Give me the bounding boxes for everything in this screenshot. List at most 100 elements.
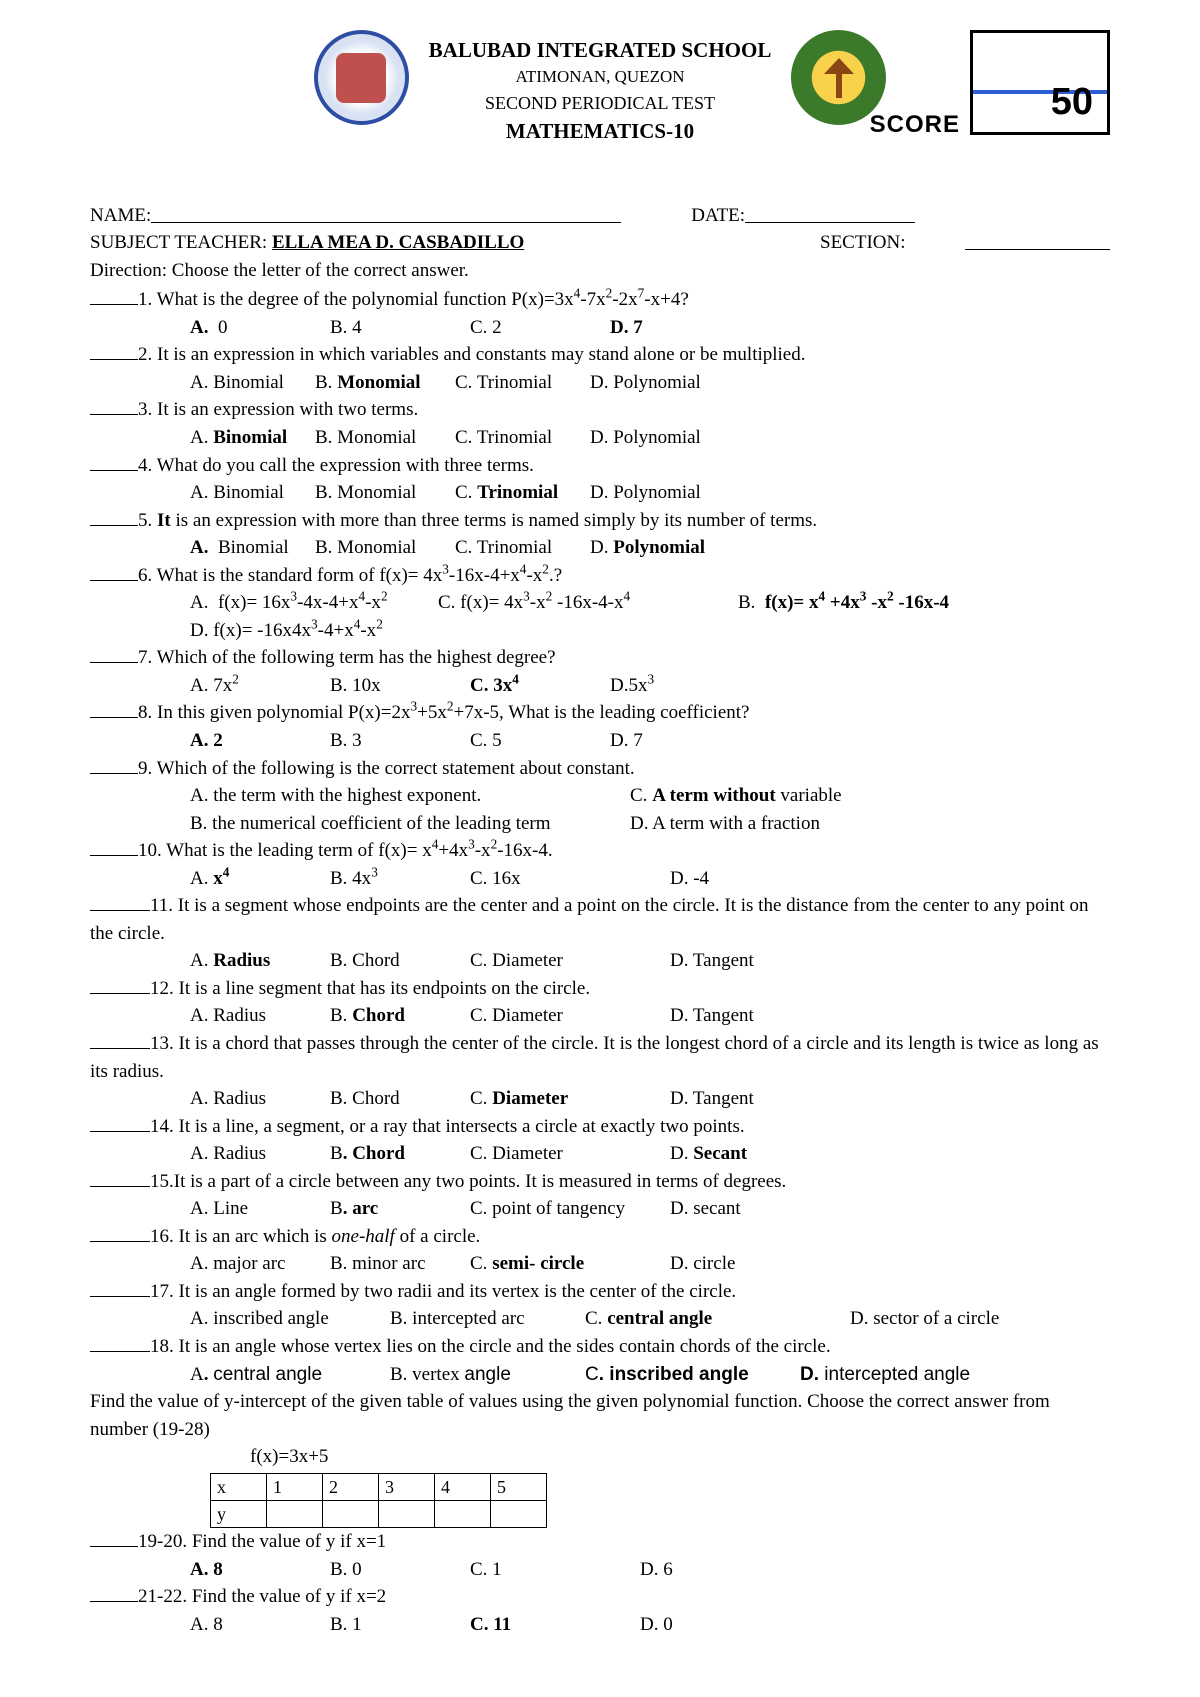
q17: 17. It is an angle formed by two radii a…: [90, 1278, 1110, 1306]
q11-a: A. Radius: [190, 947, 330, 975]
q15-options: A. Line B. arc C. point of tangency D. s…: [90, 1195, 1110, 1223]
q1-c: C. 2: [470, 314, 610, 342]
q3-options: A. Binomial B. Monomial C. Trinomial D. …: [90, 424, 1110, 452]
answer-blank[interactable]: [90, 1030, 150, 1049]
name-date-line: NAME: DATE:: [90, 202, 1110, 230]
document-header: BALUBAD INTEGRATED SCHOOL ATIMONAN, QUEZ…: [90, 30, 1110, 147]
q21-text: 21-22. Find the value of y if x=2: [138, 1583, 1110, 1611]
answer-blank[interactable]: [90, 975, 150, 994]
q3-a: A. Binomial: [190, 424, 315, 452]
q19-text: 19-20. Find the value of y if x=1: [138, 1528, 1110, 1556]
q17-b: B. intercepted arc: [390, 1305, 585, 1333]
answer-blank[interactable]: [90, 452, 138, 471]
q5-a: A. Binomial: [190, 534, 315, 562]
q16-text: 16. It is an arc which is one-half of a …: [150, 1223, 1110, 1251]
answer-blank[interactable]: [90, 837, 138, 856]
q15-d: D. secant: [670, 1195, 810, 1223]
q15-a: A. Line: [190, 1195, 330, 1223]
q3-b: B. Monomial: [315, 424, 455, 452]
q7-b: B. 10x: [330, 672, 470, 700]
answer-blank[interactable]: [90, 396, 138, 415]
answer-blank[interactable]: [90, 1583, 138, 1602]
q19-a: A. 8: [190, 1556, 330, 1584]
q8-b: B. 3: [330, 727, 470, 755]
q21-b: B. 1: [330, 1611, 470, 1639]
cell: 4: [435, 1473, 491, 1500]
cell: 1: [267, 1473, 323, 1500]
cell[interactable]: [379, 1500, 435, 1527]
q4-text: 4. What do you call the expression with …: [138, 452, 1110, 480]
q9-c: C. A term without variable: [630, 782, 1070, 810]
answer-blank[interactable]: [90, 286, 138, 305]
q12-c: C. Diameter: [470, 1002, 670, 1030]
q5-options: A. Binomial B. Monomial C. Trinomial D. …: [90, 534, 1110, 562]
table-function: f(x)=3x+5: [250, 1443, 1110, 1471]
q3-text: 3. It is an expression with two terms.: [138, 396, 1110, 424]
q21-22: 21-22. Find the value of y if x=2: [90, 1583, 1110, 1611]
score-box: 50: [970, 30, 1110, 135]
q12-b: B. Chord: [330, 1002, 470, 1030]
name-blank[interactable]: [151, 202, 621, 223]
cell[interactable]: [267, 1500, 323, 1527]
answer-blank[interactable]: [90, 341, 138, 360]
q17-a: A. inscribed angle: [190, 1305, 390, 1333]
questions-block: 1. What is the degree of the polynomial …: [90, 286, 1110, 1638]
answer-blank[interactable]: [90, 1168, 150, 1187]
q3-d: D. Polynomial: [590, 424, 730, 452]
q12-d: D. Tangent: [670, 1002, 810, 1030]
q1-d: D. 7: [610, 314, 750, 342]
q2-options: A. Binomial B. Monomial C. Trinomial D. …: [90, 369, 1110, 397]
q8-d: D. 7: [610, 727, 750, 755]
q16-a: A. major arc: [190, 1250, 330, 1278]
q9: 9. Which of the following is the correct…: [90, 755, 1110, 783]
q10-c: C. 16x: [470, 865, 670, 893]
subject-name: MATHEMATICS-10: [429, 116, 772, 146]
q18-text: 18. It is an angle whose vertex lies on …: [150, 1333, 1110, 1361]
q7-d: D.5x3: [610, 672, 750, 700]
student-info-block: NAME: DATE: SUBJECT TEACHER: ELLA MEA D.…: [90, 202, 1110, 285]
q14-text: 14. It is a line, a segment, or a ray th…: [150, 1113, 1110, 1141]
answer-blank[interactable]: [90, 1113, 150, 1132]
answer-blank[interactable]: [90, 507, 138, 526]
q8: 8. In this given polynomial P(x)=2x3+5x2…: [90, 699, 1110, 727]
section-blank[interactable]: [965, 229, 1110, 250]
q19-20: 19-20. Find the value of y if x=1: [90, 1528, 1110, 1556]
answer-blank[interactable]: [90, 1528, 138, 1547]
q19-b: B. 0: [330, 1556, 470, 1584]
q16-b: B. minor arc: [330, 1250, 470, 1278]
q6-a: A. f(x)= 16x3-4x-4+x4-x2: [190, 589, 438, 617]
answer-blank[interactable]: [90, 699, 138, 718]
q12-a: A. Radius: [190, 1002, 330, 1030]
q17-d: D. sector of a circle: [850, 1305, 1019, 1333]
date-blank[interactable]: [745, 202, 915, 223]
q6-options: A. f(x)= 16x3-4x-4+x4-x2 C. f(x)= 4x3-x2…: [90, 589, 1110, 644]
q16-options: A. major arc B. minor arc C. semi- circl…: [90, 1250, 1110, 1278]
answer-blank[interactable]: [90, 562, 138, 581]
answer-blank[interactable]: [90, 644, 138, 663]
xy-table: x 1 2 3 4 5 y: [210, 1473, 547, 1528]
q6-text: 6. What is the standard form of f(x)= 4x…: [138, 562, 1110, 590]
cell: x: [211, 1473, 267, 1500]
q10-b: B. 4x3: [330, 865, 470, 893]
cell[interactable]: [491, 1500, 547, 1527]
cell[interactable]: [323, 1500, 379, 1527]
answer-blank[interactable]: [90, 1223, 150, 1242]
q6-c: C. f(x)= 4x3-x2 -16x-4-x4: [438, 589, 738, 617]
q3-c: C. Trinomial: [455, 424, 590, 452]
q5-c: C. Trinomial: [455, 534, 590, 562]
q1-a: A. 0: [190, 314, 330, 342]
answer-blank[interactable]: [90, 1333, 150, 1352]
cell[interactable]: [435, 1500, 491, 1527]
header-text-block: BALUBAD INTEGRATED SCHOOL ATIMONAN, QUEZ…: [429, 30, 772, 147]
q5: 5. It is an expression with more than th…: [90, 507, 1110, 535]
answer-blank[interactable]: [90, 892, 150, 911]
answer-blank[interactable]: [90, 755, 138, 774]
q2-b: B. Monomial: [315, 369, 455, 397]
cell: 3: [379, 1473, 435, 1500]
q1-b: B. 4: [330, 314, 470, 342]
q19-options: A. 8 B. 0 C. 1 D. 6: [90, 1556, 1110, 1584]
q18: 18. It is an angle whose vertex lies on …: [90, 1333, 1110, 1361]
q16-d: D. circle: [670, 1250, 810, 1278]
answer-blank[interactable]: [90, 1278, 150, 1297]
q8-c: C. 5: [470, 727, 610, 755]
